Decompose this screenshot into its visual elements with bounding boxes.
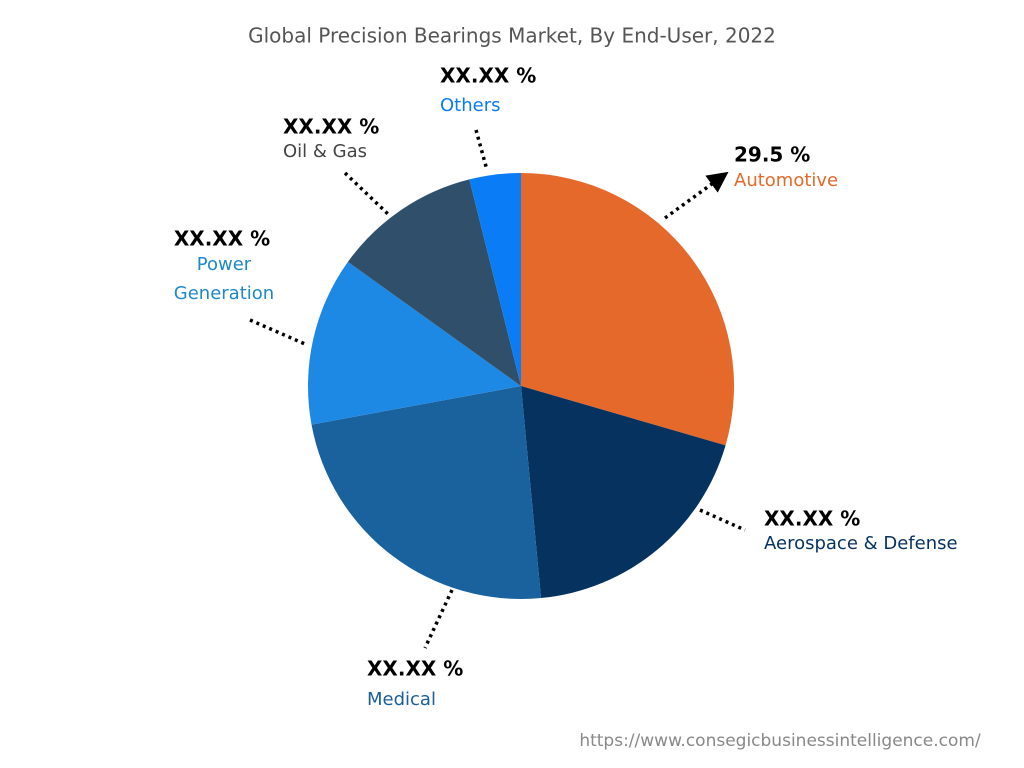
chart-title: Global Precision Bearings Market, By End… [248, 24, 776, 48]
pie-slice [308, 261, 521, 425]
pie-slice [347, 179, 521, 386]
pie-slice [521, 173, 734, 446]
value-label: XX.XX % [367, 657, 463, 681]
value-label: XX.XX % [764, 507, 860, 531]
pie [308, 173, 734, 599]
category-label: Oil & Gas [283, 141, 367, 162]
pie-slice [521, 386, 726, 599]
pie-slice [469, 173, 521, 386]
leader-line [663, 171, 729, 220]
leader-line [423, 589, 454, 649]
category-label: Others [440, 95, 501, 116]
leader-line [474, 129, 489, 171]
category-label: Power Generation [174, 254, 274, 304]
pie-slice [311, 386, 542, 599]
category-label: Medical [367, 689, 436, 710]
category-label: Aerospace & Defense [764, 533, 958, 554]
value-label: XX.XX % [174, 227, 270, 251]
value-label: XX.XX % [440, 64, 536, 88]
category-label: Automotive [734, 170, 838, 191]
leader-line [699, 508, 746, 532]
leader-line [249, 318, 306, 346]
leader-line [343, 171, 390, 216]
source: https://www.consegicbusinessintelligence… [579, 731, 981, 751]
value-label: XX.XX % [283, 115, 379, 139]
value-label: 29.5 % [734, 143, 810, 167]
